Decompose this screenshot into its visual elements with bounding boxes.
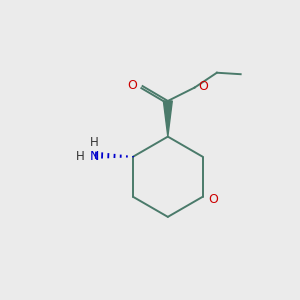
Text: N: N <box>90 150 99 163</box>
Text: H: H <box>90 136 99 149</box>
Text: O: O <box>208 193 218 206</box>
Text: O: O <box>127 79 137 92</box>
Text: H: H <box>76 150 85 163</box>
Text: O: O <box>198 80 208 93</box>
Polygon shape <box>164 101 172 136</box>
